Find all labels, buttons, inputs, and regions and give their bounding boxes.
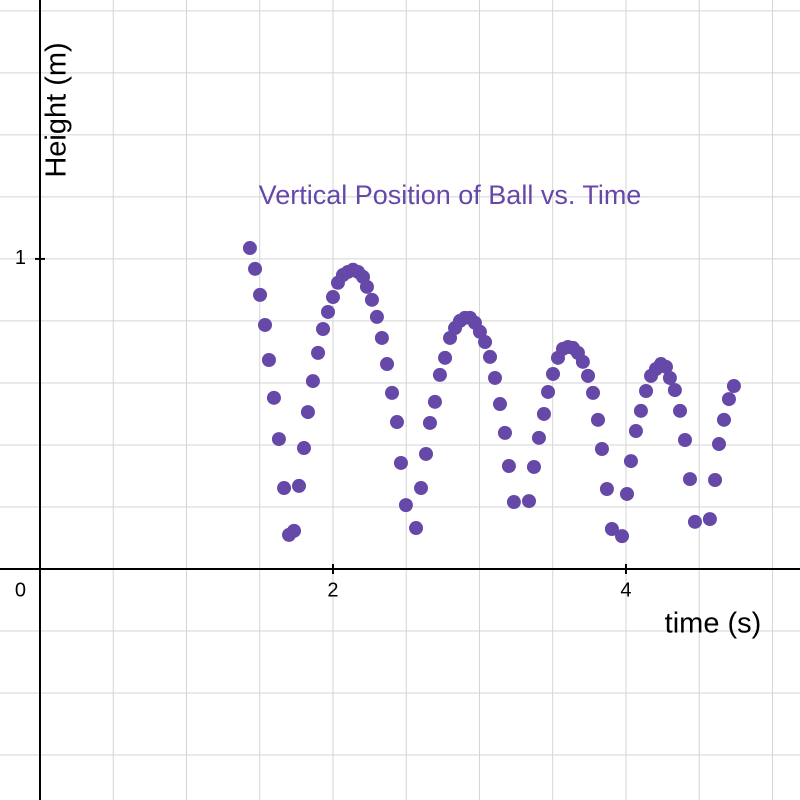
data-point: [628, 424, 643, 439]
data-point: [506, 495, 521, 510]
points: [242, 241, 741, 544]
data-point: [258, 317, 273, 332]
data-point: [678, 433, 693, 447]
data-point: [682, 472, 697, 487]
data-point: [311, 345, 326, 360]
data-point: [702, 512, 717, 527]
data-point: [359, 279, 374, 294]
data-point: [604, 521, 619, 536]
data-point: [531, 430, 546, 445]
data-point: [483, 349, 498, 364]
data-point: [432, 367, 447, 382]
data-point: [581, 368, 596, 383]
data-point: [575, 354, 590, 369]
origin-label: 0: [15, 579, 26, 601]
data-point: [271, 432, 286, 447]
data-point: [708, 473, 723, 487]
data-point: [488, 370, 503, 385]
data-point: [521, 494, 536, 509]
data-point: [253, 287, 268, 302]
data-point: [658, 359, 673, 374]
data-point: [364, 292, 379, 307]
data-point: [492, 397, 507, 412]
data-point: [389, 415, 404, 430]
data-point: [497, 425, 512, 440]
data-point: [721, 392, 736, 407]
data-point: [320, 304, 335, 319]
data-point: [438, 350, 453, 365]
y-axis-label: Height (m): [41, 42, 73, 177]
data-point: [242, 241, 257, 256]
data-point: [615, 529, 630, 544]
chart-title: Vertical Position of Ball vs. Time: [259, 180, 642, 210]
data-point: [662, 370, 677, 385]
data-point: [546, 366, 561, 381]
data-point: [409, 521, 424, 536]
data-point: [590, 412, 605, 427]
data-point: [369, 309, 384, 324]
data-point: [398, 498, 413, 513]
data-point: [478, 335, 493, 350]
data-point: [427, 394, 442, 409]
data-point: [266, 390, 281, 405]
data-point: [667, 383, 682, 398]
data-point: [300, 405, 315, 420]
data-point: [594, 441, 609, 456]
data-point: [374, 330, 389, 345]
data-point: [536, 406, 551, 421]
data-point: [305, 374, 320, 389]
data-point: [422, 415, 437, 430]
data-point: [687, 514, 702, 529]
data-point: [586, 385, 601, 400]
data-point: [639, 384, 654, 399]
data-point: [316, 321, 331, 336]
data-point: [673, 403, 688, 418]
x-tick-label: 2: [327, 579, 338, 601]
data-point: [291, 478, 306, 493]
data-point: [419, 446, 434, 461]
data-point: [248, 261, 263, 276]
data-point: [619, 486, 634, 501]
data-point: [541, 384, 556, 399]
data-point: [633, 403, 648, 418]
data-point: [261, 353, 276, 367]
data-point: [277, 481, 292, 496]
data-point: [414, 481, 429, 496]
data-point: [726, 379, 741, 394]
data-point: [623, 454, 638, 469]
data-point: [287, 523, 302, 538]
data-point: [711, 437, 726, 452]
data-point: [526, 459, 541, 474]
data-point: [599, 481, 614, 496]
y-tick-label: 1: [15, 247, 26, 269]
x-axis-label: time (s): [665, 608, 762, 640]
data-point: [501, 459, 516, 474]
data-point: [393, 455, 408, 470]
data-point: [716, 412, 731, 427]
x-tick-label: 4: [620, 579, 631, 601]
data-point: [385, 385, 400, 400]
data-point: [380, 357, 395, 372]
data-point: [325, 290, 340, 305]
data-point: [296, 441, 311, 456]
